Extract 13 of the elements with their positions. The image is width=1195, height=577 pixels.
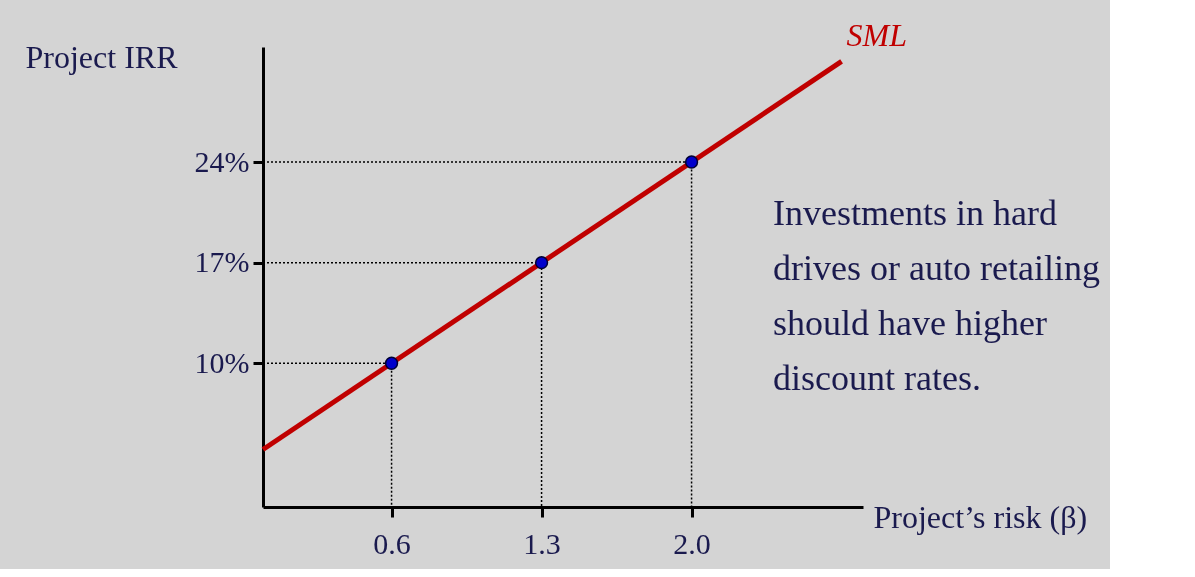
x-tick-label: 2.0 — [673, 526, 711, 560]
annotation: SML — [846, 17, 908, 54]
y-axis-title: Project IRR — [25, 38, 179, 75]
x-tick-label: 0.6 — [373, 526, 411, 560]
point — [684, 155, 699, 169]
point — [384, 356, 399, 370]
x-axis-title: Project’s risk (β) — [873, 498, 1088, 535]
annotation: Investments in hard drives or auto retailing should have higher discount rates. — [773, 193, 1100, 398]
y-tick-label: 10% — [194, 345, 250, 379]
y-tick-label: 24% — [194, 144, 250, 178]
x-tick-label: 1.3 — [523, 526, 561, 560]
point — [534, 255, 549, 270]
y-tick-label: 17% — [194, 245, 250, 279]
